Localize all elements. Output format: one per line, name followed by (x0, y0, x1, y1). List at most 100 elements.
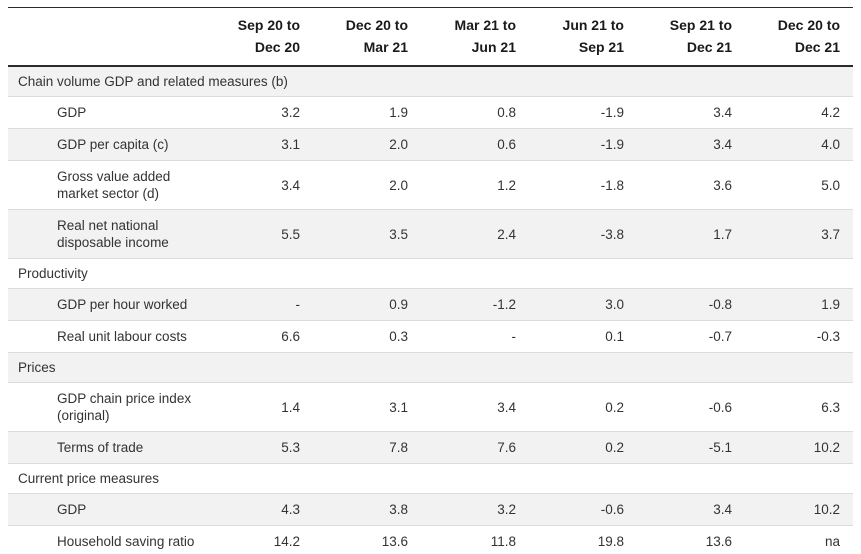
value-cell: 4.2 (821, 105, 840, 120)
value-cell: -0.3 (816, 329, 840, 344)
row-label: GDP per hour worked (57, 297, 188, 312)
section-label: Chain volume GDP and related measures (b… (18, 74, 288, 89)
value-cell: 1.9 (821, 297, 840, 312)
row-label: Household saving ratio (57, 534, 195, 549)
value-cell: 0.9 (389, 297, 408, 312)
section-label: Prices (18, 360, 56, 375)
value-cell: -1.2 (492, 297, 516, 312)
section-label: Productivity (18, 266, 88, 281)
value-cell: 0.2 (605, 440, 624, 455)
value-cell: 5.0 (821, 177, 840, 193)
value-cell: 0.8 (497, 105, 516, 120)
value-cell: na (824, 534, 840, 549)
row-label: GDP chain price index (original) (57, 391, 192, 423)
value-cell: -0.7 (708, 329, 732, 344)
value-cell: 1.7 (713, 226, 732, 242)
value-cell: 14.2 (273, 534, 300, 549)
value-cell: -0.6 (600, 502, 624, 517)
value-cell: 11.8 (490, 534, 516, 549)
data-row: Household saving ratio 14.2 13.6 11.8 19.8 13… (8, 526, 853, 554)
data-row: GDP 3.2 1.9 0.8 -1.9 3.4 4.2 (8, 97, 853, 129)
value-cell: 1.2 (497, 177, 516, 193)
value-cell: 1.9 (389, 105, 408, 120)
value-cell: - (511, 329, 517, 344)
economic-indicators-table: Sep 20 to Dec 20 Dec 20 to Mar 21 Mar 21 t… (8, 7, 853, 554)
section-row: Productivity (8, 259, 853, 289)
data-row: GDP per capita (c) 3.1 2.0 0.6 -1.9 3.4 4.0 (8, 128, 853, 161)
data-row: Real unit labour costs 6.6 0.3 - 0.1 -0.7 -0.3 (8, 321, 853, 353)
value-cell: 3.0 (605, 297, 624, 312)
section-label: Current price measures (18, 471, 160, 486)
value-cell: 13.6 (705, 534, 732, 549)
value-cell: 0.2 (605, 399, 624, 415)
column-header: Dec 20 to Mar 21 (345, 17, 408, 55)
value-cell: 3.4 (713, 137, 732, 152)
value-cell: -5.1 (708, 440, 732, 455)
value-cell: 19.8 (597, 534, 624, 549)
data-row: GDP chain price index (original) 1.4 3.1 3.… (8, 383, 853, 432)
value-cell: 7.6 (497, 440, 516, 455)
value-cell: 0.3 (389, 329, 408, 344)
value-cell: 6.6 (281, 329, 300, 344)
value-cell: 3.4 (713, 105, 732, 120)
value-cell: 0.1 (605, 329, 624, 344)
row-label: Terms of trade (57, 440, 144, 455)
header-row: Sep 20 to Dec 20 Dec 20 to Mar 21 Mar 21 t… (8, 8, 853, 67)
row-label: GDP (57, 502, 87, 517)
section-row: Prices (8, 352, 853, 383)
value-cell: 3.8 (389, 502, 408, 517)
value-cell: 7.8 (389, 440, 408, 455)
value-cell: 10.2 (813, 502, 840, 517)
value-cell: 10.2 (813, 440, 840, 455)
value-cell: 3.4 (281, 177, 300, 193)
value-cell: 6.3 (821, 399, 840, 415)
value-cell: -1.9 (600, 137, 624, 152)
row-label-column-header (8, 8, 205, 67)
value-cell: 1.4 (281, 399, 300, 415)
data-row: Gross value added market sector (d) 3.4 2.… (8, 161, 853, 210)
row-label: GDP (57, 105, 87, 120)
table-header: Sep 20 to Dec 20 Dec 20 to Mar 21 Mar 21 t… (8, 8, 853, 67)
value-cell: 3.2 (281, 105, 300, 120)
column-header: Jun 21 to Sep 21 (562, 17, 624, 55)
value-cell: 0.6 (497, 137, 516, 152)
column-header: Mar 21 to Jun 21 (454, 17, 516, 55)
value-cell: 5.5 (281, 226, 300, 242)
value-cell: - (295, 297, 301, 312)
value-cell: -3.8 (600, 226, 624, 242)
value-cell: -1.8 (600, 177, 624, 193)
value-cell: 13.6 (381, 534, 408, 549)
value-cell: 2.0 (389, 137, 408, 152)
value-cell: -1.9 (600, 105, 624, 120)
value-cell: 3.4 (497, 399, 516, 415)
value-cell: 2.0 (389, 177, 408, 193)
value-cell: 3.1 (281, 137, 300, 152)
table-body: Chain volume GDP and related measures (b… (8, 66, 853, 554)
value-cell: 5.3 (281, 440, 300, 455)
section-row: Current price measures (8, 464, 853, 494)
data-row: GDP per hour worked - 0.9 -1.2 3.0 -0.8 1.9 (8, 288, 853, 321)
value-cell: -0.8 (708, 297, 732, 312)
value-cell: 2.4 (497, 226, 516, 242)
data-row: Real net national disposable income 5.5 3.… (8, 209, 853, 259)
row-label: Real unit labour costs (57, 329, 187, 344)
column-header: Dec 20 to Dec 21 (777, 17, 840, 55)
value-cell: 3.4 (713, 502, 732, 517)
value-cell: 3.1 (389, 399, 408, 415)
value-cell: 4.3 (281, 502, 300, 517)
value-cell: 3.2 (497, 502, 516, 517)
value-cell: 4.0 (821, 137, 840, 152)
section-row: Chain volume GDP and related measures (b… (8, 66, 853, 97)
data-row: GDP 4.3 3.8 3.2 -0.6 3.4 10.2 (8, 493, 853, 526)
column-header: Sep 20 to Dec 20 (237, 17, 300, 55)
row-label: Real net national disposable income (57, 218, 169, 250)
value-cell: 3.5 (389, 226, 408, 242)
row-label: Gross value added market sector (d) (57, 169, 171, 201)
value-cell: 3.7 (821, 226, 840, 242)
row-label: GDP per capita (c) (57, 137, 169, 152)
value-cell: 3.6 (713, 177, 732, 193)
value-cell: -0.6 (708, 399, 732, 415)
data-row: Terms of trade 5.3 7.8 7.6 0.2 -5.1 10.2 (8, 431, 853, 464)
column-header: Sep 21 to Dec 21 (669, 17, 732, 55)
